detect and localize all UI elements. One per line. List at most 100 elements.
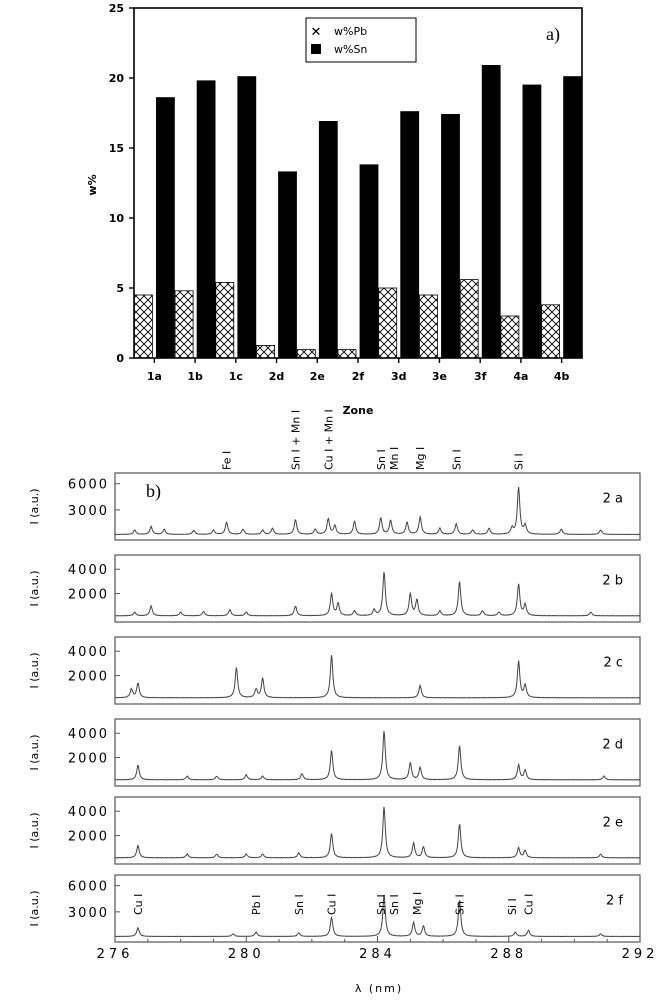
peak-annotation: Sn I [454, 894, 467, 915]
peak-annotation: Sn I + Mn I [289, 410, 302, 470]
y-tick-label: 2000 [68, 830, 109, 845]
x-axis-label-spectra: λ (nm) [355, 982, 403, 995]
spectrum-name: 2 b [602, 574, 623, 589]
bar-pb-1a [133, 294, 153, 359]
bar-pb-2f [337, 349, 357, 359]
x-tick-label: 284 [359, 947, 396, 962]
x-tick-label: 4a [513, 370, 528, 383]
y-tick-label: 4000 [68, 645, 109, 660]
peak-label: Mg I [414, 447, 427, 470]
y-tick-label: 2000 [68, 752, 109, 767]
bar-pb-2d [256, 344, 275, 359]
x-tick-label: 276 [97, 947, 134, 962]
spectrum-frame [114, 472, 641, 541]
peak-label: Sn I [375, 449, 388, 470]
peak-label: Sn I [388, 894, 401, 915]
x-tick-label: 288 [490, 947, 527, 962]
spectrum-name: 2 d [602, 738, 623, 753]
spectrum-panel: 3000 6000 I (a.u.) 2 f [28, 874, 641, 943]
bar-pb-1c [215, 281, 235, 359]
x-tick-label: 1c [229, 370, 243, 383]
y-axis-ticks: 0 5 10 15 20 25 [109, 2, 134, 365]
bar-sn-2f [359, 164, 379, 359]
peak-annotation: Fe I [221, 451, 234, 470]
legend-label-sn: w%Sn [334, 43, 367, 56]
peak-label: Fe I [221, 451, 234, 470]
spectrum-name: 2 c [603, 656, 623, 671]
spectrum-line [114, 655, 641, 699]
spectrum-panel: 2000 4000 I (a.u.) 2 d [28, 718, 641, 787]
y-tick-label: 15 [109, 142, 124, 155]
y-axis-label: I (a.u.) [28, 570, 41, 606]
bar-sn-1a [155, 97, 175, 359]
peak-label: Sn I [454, 894, 467, 915]
bar-sn-4b [563, 76, 582, 359]
spectrum-frame [114, 636, 641, 705]
spectrum-frame [114, 718, 641, 787]
peak-label: Cu I [522, 894, 535, 915]
y-axis-label: I (a.u.) [28, 812, 41, 848]
peak-annotation: Sn I [388, 894, 401, 915]
peak-label: Mg I [411, 892, 424, 915]
spectrum-panel: 2000 4000 I (a.u.) 2 c [28, 636, 641, 705]
y-tick-label: 0 [116, 352, 124, 365]
bar-series-group [133, 65, 582, 359]
x-tick-label: 292 [622, 947, 659, 962]
y-tick-label: 4000 [68, 727, 109, 742]
y-tick-label: 5 [116, 282, 124, 295]
y-tick-label: 3000 [68, 504, 109, 519]
legend: ✕ w%Pb w%Sn [305, 17, 417, 63]
bar-pb-4b [541, 304, 560, 359]
peak-annotation: Cu I [522, 894, 535, 915]
bar-sn-1b [196, 80, 216, 359]
peak-label: Si I [506, 898, 519, 915]
y-axis-label: I (a.u.) [28, 652, 41, 688]
peak-label: Sn I [293, 894, 306, 915]
peak-annotation: Cu I [132, 894, 145, 915]
peak-label: Cu I [132, 894, 145, 915]
bar-pb-2e [296, 349, 316, 359]
bar-pb-4a [500, 315, 520, 359]
peak-annotation: Mg I [414, 447, 427, 470]
spectrum-panel: 2000 4000 I (a.u.) 2 b [28, 554, 641, 623]
peak-label: Sn I [375, 894, 388, 915]
peak-label: Pb I [250, 895, 263, 915]
y-axis-label: w% [86, 174, 99, 195]
spectrum-line [114, 486, 641, 536]
x-tick-label: 1b [187, 370, 203, 383]
peak-annotation: Cu I [326, 894, 339, 915]
panel-label-b: b) [146, 481, 161, 502]
panel-label-a: a) [546, 24, 560, 45]
peak-label: Sn I [450, 449, 463, 470]
spectrum-line [114, 731, 641, 781]
spectrum-name: 2 a [603, 492, 623, 507]
x-tick-label: 1a [147, 370, 162, 383]
y-tick-label: 6000 [68, 478, 109, 493]
spectrum-panel: 2000 4000 I (a.u.) 2 e [28, 796, 641, 865]
spectrum-frame [114, 796, 641, 865]
x-tick-label: 3f [474, 370, 487, 383]
bar-sn-2d [278, 171, 297, 359]
plot-frame [133, 7, 583, 359]
y-tick-label: 2000 [68, 670, 109, 685]
y-tick-label: 4000 [68, 563, 109, 578]
spectra-panels: 3000 6000 I (a.u.) 2 a 2000 4000 I (a.u.) 2 b 20… [28, 409, 641, 943]
spectrum-line [114, 572, 641, 617]
spectrum-name: 2 f [606, 894, 623, 909]
x-tick-label: 4b [554, 370, 570, 383]
peak-annotation: Cu I + Mn I [322, 409, 335, 470]
y-tick-label: 6000 [68, 880, 109, 895]
y-tick-label: 3000 [68, 906, 109, 921]
x-axis-ticks: 1a 1b 1c 2d 2e 2f 3d 3e 3f 4a 4b [147, 358, 570, 383]
bar-sn-3e [441, 114, 460, 359]
peak-annotation: Sn I [375, 894, 388, 915]
peak-label: Sn I + Mn I [289, 410, 302, 470]
bar-sn-4a [522, 84, 542, 359]
spectrum-frame [114, 554, 641, 623]
bar-sn-3f [481, 65, 501, 359]
peak-annotation: Sn I [293, 894, 306, 915]
x-tick-label: 2e [310, 370, 325, 383]
peak-label: Cu I + Mn I [322, 409, 335, 470]
x-tick-label: 3d [391, 370, 407, 383]
y-tick-label: 25 [109, 2, 124, 15]
